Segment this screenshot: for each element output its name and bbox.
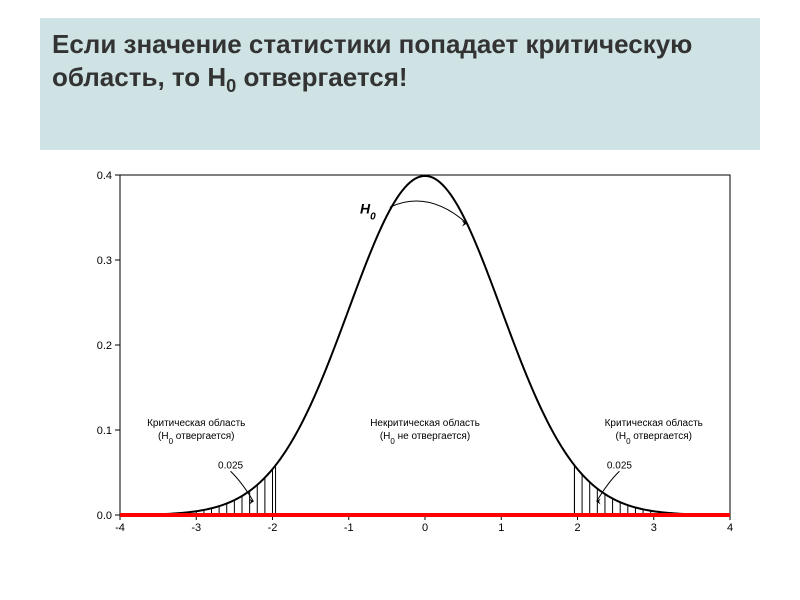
title-sub: 0 (226, 76, 236, 96)
svg-text:Некритическая область: Некритическая область (370, 417, 480, 429)
svg-text:0.1: 0.1 (97, 425, 112, 437)
svg-text:-2: -2 (268, 522, 278, 534)
svg-text:0: 0 (422, 522, 428, 534)
svg-text:-4: -4 (115, 522, 125, 534)
svg-text:0.2: 0.2 (97, 340, 112, 352)
title-post: отвергается! (236, 62, 407, 92)
svg-text:0.025: 0.025 (218, 460, 243, 471)
svg-text:0.3: 0.3 (97, 255, 112, 267)
svg-text:0.4: 0.4 (97, 170, 112, 182)
distribution-chart: 0.00.10.20.30.4-4-3-2-101234H0Критическа… (70, 165, 750, 565)
title-band: Если значение статистики попадает критич… (40, 18, 760, 150)
svg-text:Критическая область: Критическая область (605, 417, 703, 429)
svg-text:Критическая область: Критическая область (147, 417, 245, 429)
chart-container: 0.00.10.20.30.4-4-3-2-101234H0Критическа… (70, 165, 750, 565)
svg-text:2: 2 (574, 522, 580, 534)
svg-text:4: 4 (727, 522, 733, 534)
svg-text:0.025: 0.025 (607, 460, 632, 471)
page-title: Если значение статистики попадает критич… (52, 28, 760, 97)
svg-text:3: 3 (651, 522, 657, 534)
svg-text:0.0: 0.0 (97, 510, 112, 522)
svg-text:-1: -1 (344, 522, 354, 534)
svg-text:-3: -3 (191, 522, 201, 534)
svg-text:1: 1 (498, 522, 504, 534)
